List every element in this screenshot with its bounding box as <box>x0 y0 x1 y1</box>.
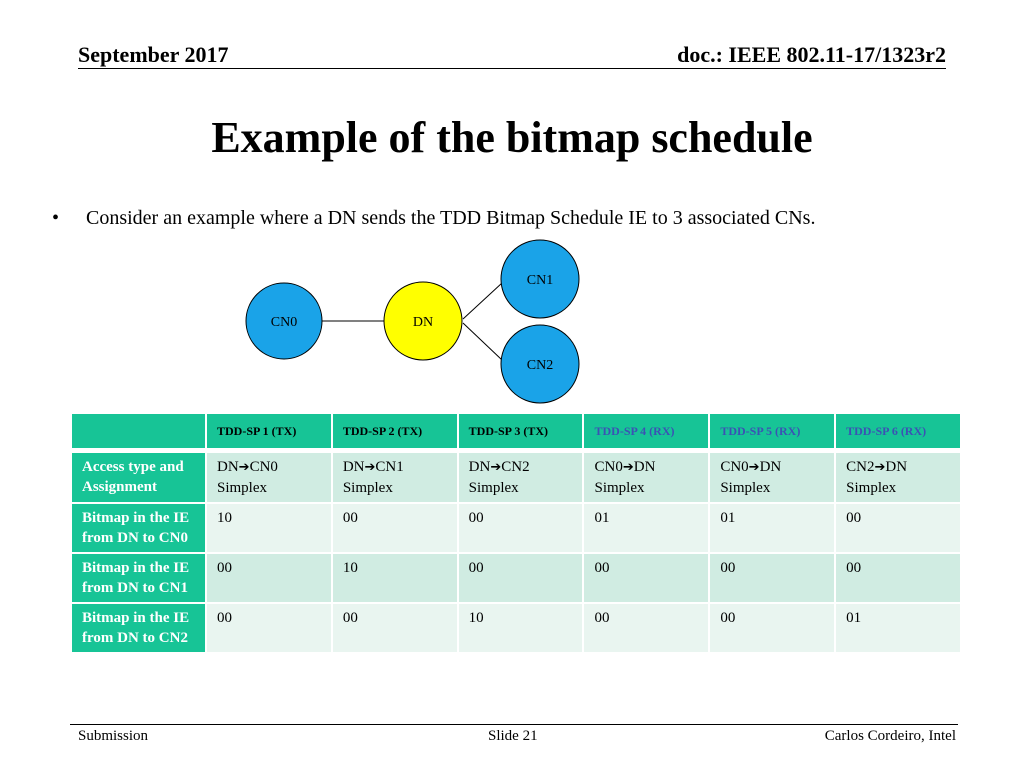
column-header: TDD-SP 5 (RX) <box>708 412 837 451</box>
bullet-item: • Consider an example where a DN sends t… <box>52 207 815 230</box>
table-row-access: Access type and Assignment DN➔CN0 Simplex… <box>70 451 962 504</box>
node-cn1-label: CN1 <box>527 273 553 288</box>
table-header-row: TDD-SP 1 (TX) TDD-SP 2 (TX) TDD-SP 3 (TX… <box>70 412 962 451</box>
bitmap-cell: 00 <box>834 552 962 604</box>
footer-submission: Submission <box>78 728 149 744</box>
header-doc-id: doc.: IEEE 802.11-17/1323r2 <box>677 42 946 67</box>
node-cn2-label: CN2 <box>527 358 553 373</box>
bitmap-cell: 00 <box>456 552 585 604</box>
link-dn-cn2 <box>462 322 503 361</box>
access-cell: DN➔CN0 Simplex <box>205 451 333 504</box>
row-header: Access type and Assignment <box>70 451 207 504</box>
access-cell: CN0➔DN Simplex <box>708 451 837 504</box>
footer-author: Carlos Cordeiro, Intel <box>824 728 956 744</box>
column-header: TDD-SP 3 (TX) <box>456 412 585 451</box>
slide-title: Example of the bitmap schedule <box>211 113 813 162</box>
bitmap-schedule-table: TDD-SP 1 (TX) TDD-SP 2 (TX) TDD-SP 3 (TX… <box>70 412 962 654</box>
bitmap-cell: 00 <box>582 552 711 604</box>
right-arrow-icon: ➔ <box>490 460 502 475</box>
bitmap-cell: 00 <box>330 602 459 654</box>
bitmap-cell: 10 <box>456 602 585 654</box>
bullet-text: Consider an example where a DN sends the… <box>86 207 816 229</box>
node-cn2: CN2 <box>500 324 580 404</box>
footer-divider <box>70 724 958 725</box>
bitmap-cell: 00 <box>708 552 837 604</box>
right-arrow-icon: ➔ <box>238 460 250 475</box>
table-row-bitmap-cn0: Bitmap in the IE from DN to CN0 10 00 00… <box>70 502 962 554</box>
bullet-dot-icon: • <box>52 207 60 229</box>
bitmap-cell: 00 <box>205 602 333 654</box>
right-arrow-icon: ➔ <box>874 460 886 475</box>
node-dn: DN <box>383 281 463 361</box>
header-divider <box>78 68 946 69</box>
column-header: TDD-SP 6 (RX) <box>834 412 962 451</box>
bitmap-cell: 01 <box>708 502 837 554</box>
bitmap-cell: 01 <box>582 502 711 554</box>
bitmap-cell: 01 <box>834 602 962 654</box>
footer-slide-number: Slide 21 <box>488 728 538 744</box>
row-header: Bitmap in the IE from DN to CN2 <box>70 602 207 654</box>
access-cell: DN➔CN1 Simplex <box>330 451 459 504</box>
right-arrow-icon: ➔ <box>622 460 634 475</box>
column-header: TDD-SP 2 (TX) <box>330 412 459 451</box>
column-header: TDD-SP 4 (RX) <box>582 412 711 451</box>
right-arrow-icon: ➔ <box>748 460 760 475</box>
table-row-bitmap-cn2: Bitmap in the IE from DN to CN2 00 00 10… <box>70 602 962 654</box>
bitmap-cell: 00 <box>456 502 585 554</box>
access-cell: CN2➔DN Simplex <box>834 451 962 504</box>
row-header: Bitmap in the IE from DN to CN0 <box>70 502 207 554</box>
bitmap-cell: 00 <box>708 602 837 654</box>
column-header: TDD-SP 1 (TX) <box>205 412 333 451</box>
table-corner-cell <box>70 412 207 451</box>
access-cell: DN➔CN2 Simplex <box>456 451 585 504</box>
bitmap-cell: 10 <box>205 502 333 554</box>
link-dn-cn1 <box>462 282 503 320</box>
bitmap-cell: 00 <box>330 502 459 554</box>
network-diagram: CN0 DN CN1 CN2 <box>245 239 580 404</box>
node-cn1: CN1 <box>500 239 580 319</box>
bitmap-cell: 10 <box>330 552 459 604</box>
table-row-bitmap-cn1: Bitmap in the IE from DN to CN1 00 10 00… <box>70 552 962 604</box>
node-dn-label: DN <box>413 315 433 330</box>
node-cn0: CN0 <box>245 282 323 360</box>
access-cell: CN0➔DN Simplex <box>582 451 711 504</box>
node-cn0-label: CN0 <box>271 315 297 330</box>
bitmap-cell: 00 <box>582 602 711 654</box>
header-date: September 2017 <box>78 42 229 67</box>
bitmap-cell: 00 <box>834 502 962 554</box>
bitmap-cell: 00 <box>205 552 333 604</box>
right-arrow-icon: ➔ <box>364 460 376 475</box>
row-header: Bitmap in the IE from DN to CN1 <box>70 552 207 604</box>
